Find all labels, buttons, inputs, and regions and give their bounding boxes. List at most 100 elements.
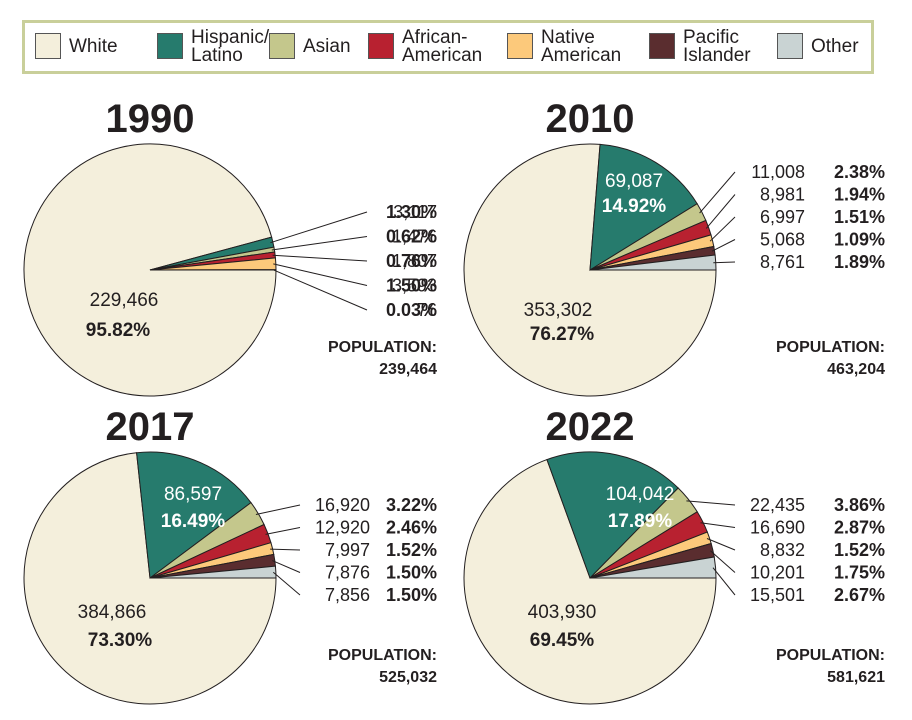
value-label-african-1990: 1,807 (392, 251, 437, 271)
legend-swatch-asian (269, 33, 295, 59)
percent-label-african-2022: 2.87% (834, 518, 885, 538)
percent-label-hispanic-2010: 14.92% (602, 196, 667, 217)
value-label-hispanic-2022: 104,042 (606, 484, 675, 505)
value-label-other-2010: 8,761 (760, 252, 805, 272)
pie-slice-hispanic-2022 (546, 451, 679, 579)
leader-line-other-2017 (272, 571, 301, 596)
legend: White Hispanic/ Latino Asian African- Am… (22, 20, 874, 74)
legend-label-asian: Asian (303, 36, 351, 57)
legend-label-native-american: Native American (541, 27, 622, 66)
leader-line-other-2022 (712, 567, 736, 596)
value-label-asian-2022: 22,435 (750, 495, 805, 515)
value-label-white-2017: 384,866 (78, 602, 147, 623)
legend-swatch-hispanic (157, 33, 183, 59)
percent-label-african-1990: 0.76% (386, 251, 437, 271)
value-label-african-2017: 12,920 (315, 518, 370, 538)
population-label-2010: POPULATION: (776, 339, 885, 356)
percent-label-native-2017: 1.52% (386, 540, 437, 560)
pie-chart-2022: 2022 22,435 3.86% 16,690 2.87% 8,832 1.52% 10,2… (463, 405, 885, 705)
value-label-pacific-1990: 76 (417, 300, 437, 320)
legend-swatch-other (777, 33, 803, 59)
percent-label-white-2010: 76.27% (530, 324, 595, 345)
population-value-2017: 525,032 (379, 669, 437, 686)
leader-line-african-2022 (700, 522, 736, 528)
percent-label-other-2010: 1.89% (834, 252, 885, 272)
percent-label-african-2017: 2.46% (386, 518, 437, 538)
leader-line-other-2010 (713, 261, 736, 264)
chart-title-2010: 2010 (546, 97, 635, 141)
leader-line-african-2010 (705, 194, 736, 229)
value-label-hispanic-1990: 3,117 (393, 202, 437, 222)
pie-slice-white-2010 (463, 143, 717, 397)
value-label-native-1990: 3,593 (392, 276, 437, 296)
value-label-asian-1990: 1,476 (392, 227, 437, 247)
value-label-other-2022: 15,501 (750, 585, 805, 605)
leader-line-asian-2017 (255, 504, 301, 515)
leader-line-pacific-2022 (710, 550, 736, 573)
pie-chart-2017: 2017 16,920 3.22% 12,920 2.46% 7,997 1.52% 7,87… (23, 405, 437, 705)
value-label-other-2017: 7,856 (325, 585, 370, 605)
chart-title-2022: 2022 (546, 405, 635, 449)
percent-label-white-2017: 73.30% (88, 630, 153, 651)
value-label-white-2010: 353,302 (524, 300, 593, 321)
legend-label-african-american: African- American (402, 27, 483, 66)
leader-line-asian-2010 (699, 171, 736, 214)
leader-line-asian-1990 (271, 236, 368, 251)
value-label-african-2010: 8,981 (760, 185, 805, 205)
value-label-native-2017: 7,997 (325, 540, 370, 560)
legend-label-hispanic: Hispanic/ Latino (191, 27, 270, 66)
value-label-white-2022: 403,930 (528, 602, 597, 623)
pie-slice-hispanic-2017 (136, 451, 252, 579)
percent-label-pacific-1990: 0.03% (386, 300, 437, 320)
leader-line-pacific-2010 (711, 239, 736, 252)
value-label-asian-2017: 16,920 (315, 495, 370, 515)
leader-line-asian-2022 (686, 500, 736, 506)
percent-label-pacific-2017: 1.50% (386, 563, 437, 583)
chart-title-1990: 1990 (106, 97, 195, 141)
pie-slice-hispanic-2010 (589, 143, 698, 271)
value-label-hispanic-2010: 69,087 (605, 171, 663, 192)
population-label-2017: POPULATION: (328, 647, 437, 664)
legend-label-pacific-islander: Pacific Islander (683, 27, 751, 66)
leader-line-native-2017 (270, 548, 301, 551)
pie-chart-2010: 2010 11,008 2.38% 8,981 1.94% 6,997 1.51% 5,068… (463, 97, 885, 397)
percent-label-pacific-2022: 1.75% (834, 563, 885, 583)
percent-label-native-2010: 1.51% (834, 207, 885, 227)
percent-label-other-2017: 1.50% (386, 585, 437, 605)
pie-slice-other-2022 (589, 556, 717, 579)
percent-label-hispanic-1990: 1.30% (386, 202, 437, 222)
percent-label-asian-2022: 3.86% (834, 495, 885, 515)
leader-line-hispanic-1990 (270, 211, 368, 244)
leader-line-pacific-2017 (272, 560, 301, 573)
population-value-2022: 581,621 (827, 669, 885, 686)
value-label-hispanic-2017: 86,597 (164, 484, 222, 505)
percent-label-african-2010: 1.94% (834, 185, 885, 205)
value-label-native-2022: 8,832 (760, 540, 805, 560)
population-label-2022: POPULATION: (776, 647, 885, 664)
value-label-pacific-2017: 7,876 (325, 563, 370, 583)
legend-label-other: Other (811, 36, 859, 57)
value-label-african-2022: 16,690 (750, 518, 805, 538)
percent-label-other-2022: 2.67% (834, 585, 885, 605)
legend-swatch-african-american (368, 33, 394, 59)
population-value-2010: 463,204 (827, 361, 885, 378)
leader-line-african-2017 (265, 527, 301, 535)
leader-line-pacific-1990 (273, 269, 368, 311)
value-label-pacific-2022: 10,201 (750, 563, 805, 583)
chart-title-2017: 2017 (106, 405, 195, 449)
percent-label-hispanic-2017: 16.49% (161, 511, 226, 532)
pie-slice-other-2017 (149, 565, 277, 579)
percent-label-asian-2017: 3.22% (386, 495, 437, 515)
percent-label-asian-1990: 0.62% (386, 227, 437, 247)
leader-line-african-1990 (272, 254, 368, 262)
leader-line-native-1990 (273, 263, 368, 286)
percent-label-white-1990: 95.82% (86, 320, 151, 341)
population-label-1990: POPULATION: (328, 339, 437, 356)
legend-label-white: White (69, 36, 118, 57)
percent-label-native-1990: 1.50% (386, 276, 437, 296)
value-label-native-2010: 6,997 (760, 207, 805, 227)
population-value-1990: 239,464 (379, 361, 437, 378)
leader-line-native-2010 (709, 216, 736, 242)
